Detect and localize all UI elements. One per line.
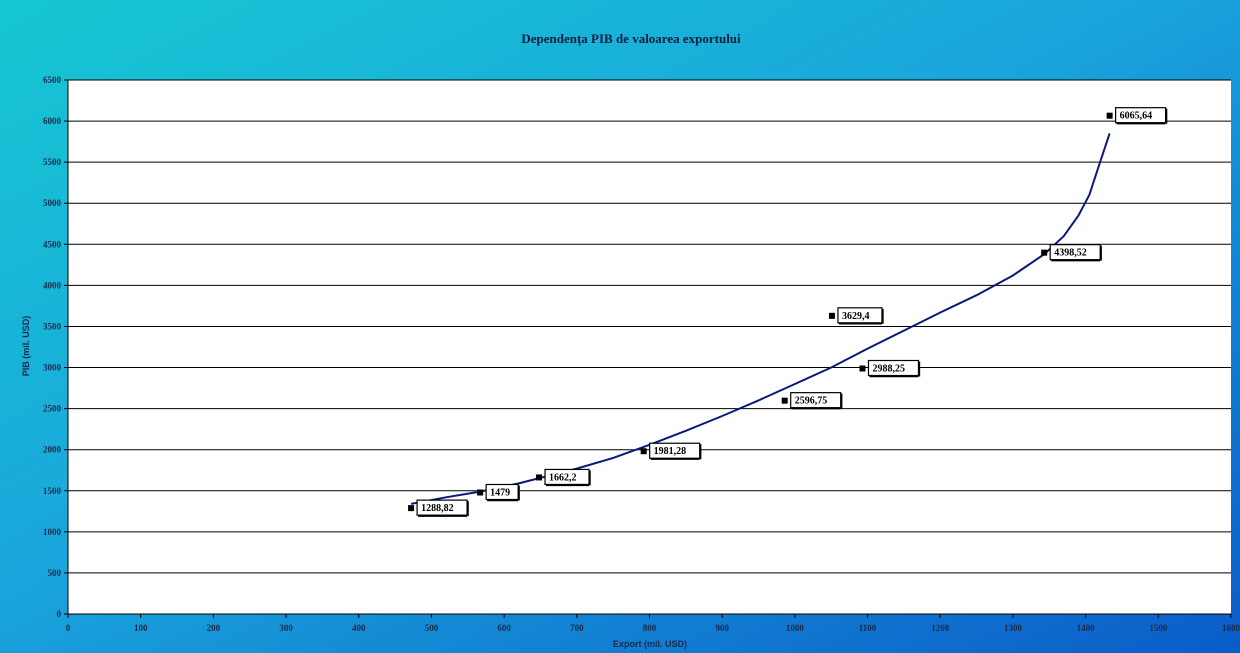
- y-tick-label: 1000: [43, 527, 62, 537]
- x-tick-label: 800: [643, 623, 657, 633]
- data-point-marker: [828, 312, 835, 319]
- x-tick-label: 500: [425, 623, 439, 633]
- data-label-box: [485, 483, 519, 501]
- data-point: 4398,52: [1041, 244, 1102, 262]
- data-label: 1479: [490, 487, 510, 498]
- data-point-marker: [640, 448, 647, 455]
- data-label: 2988,25: [872, 364, 905, 375]
- gridlines: [67, 79, 1231, 615]
- trendline: [410, 133, 1111, 505]
- x-tick-label: 100: [134, 623, 148, 633]
- data-point-marker: [477, 489, 484, 496]
- x-tick-label: 1500: [1149, 623, 1168, 633]
- x-tick-label: 1000: [786, 623, 805, 633]
- y-tick-label: 3500: [43, 321, 62, 331]
- data-point: 6065,64: [1106, 107, 1168, 125]
- data-points: 1288,82 1479 1662,2 1981,28 2596,75 3629,4 298…: [408, 107, 1168, 517]
- data-point-marker: [1041, 249, 1048, 256]
- data-point: 1662,2: [536, 468, 591, 487]
- x-tick-label: 900: [715, 623, 729, 633]
- y-tick-label: 2000: [43, 445, 62, 455]
- x-axis-ticks: 0 100 200 300 400 500 600 700 800 900 1000 1100 1200…: [66, 614, 1240, 633]
- data-point-marker: [536, 474, 543, 481]
- y-tick-label: 4500: [43, 239, 62, 249]
- y-tick-label: 5000: [43, 198, 62, 208]
- y-tick-label: 3000: [43, 363, 62, 373]
- data-point-marker: [859, 365, 866, 372]
- y-tick-label: 6500: [43, 75, 62, 85]
- data-label: 6065,64: [1120, 111, 1153, 122]
- x-axis-label: Export (mil. USD): [613, 639, 687, 649]
- x-tick-label: 400: [352, 623, 366, 633]
- chart-title: Dependența PIB de valoarea exportului: [521, 31, 741, 47]
- x-tick-label: 1200: [931, 623, 950, 633]
- x-tick-label: 1100: [859, 623, 877, 633]
- data-point: 2988,25: [859, 359, 921, 378]
- y-tick-label: 1500: [43, 486, 62, 496]
- data-point: 1981,28: [640, 442, 702, 460]
- x-tick-label: 0: [66, 623, 71, 633]
- y-tick-label: 0: [57, 609, 62, 619]
- x-tick-label: 300: [279, 623, 293, 633]
- data-label-box: [1115, 107, 1167, 124]
- data-label-box: [837, 307, 883, 324]
- data-label-box: [416, 499, 468, 516]
- data-label: 1288,82: [421, 503, 454, 514]
- x-tick-label: 600: [497, 623, 511, 633]
- data-point-marker: [1106, 112, 1113, 119]
- y-tick-label: 2500: [43, 404, 62, 414]
- y-axis-label: PIB (mil. USD): [21, 316, 31, 377]
- x-tick-label: 1600: [1222, 623, 1240, 633]
- data-point-marker: [781, 397, 788, 404]
- y-axis-ticks: 0 500 1000 1500 2000 2500 3000 3500 4000 4500 5000…: [43, 75, 68, 619]
- data-label: 1662,2: [549, 472, 577, 483]
- data-point: 2596,75: [781, 392, 843, 410]
- data-point: 3629,4: [828, 307, 884, 325]
- data-label-box: [1049, 244, 1101, 261]
- x-tick-label: 1300: [1004, 623, 1023, 633]
- x-tick-label: 1400: [1077, 623, 1096, 633]
- data-label-box: [544, 468, 590, 486]
- x-tick-label: 200: [207, 623, 221, 633]
- y-tick-label: 5500: [43, 157, 62, 167]
- x-tick-label: 700: [570, 623, 584, 633]
- plot-area: [68, 80, 1231, 614]
- data-point-marker: [408, 505, 415, 512]
- data-label-box: [790, 392, 842, 409]
- data-label-box: [867, 359, 920, 377]
- data-label: 2596,75: [795, 396, 828, 407]
- y-tick-label: 4000: [43, 280, 62, 290]
- data-point: 1479: [477, 483, 520, 502]
- y-tick-label: 6000: [43, 116, 62, 126]
- data-label-box: [649, 442, 701, 459]
- data-point: 1288,82: [408, 499, 469, 517]
- data-label: 4398,52: [1054, 248, 1087, 259]
- data-label: 1981,28: [654, 446, 687, 457]
- data-label: 3629,4: [842, 311, 870, 322]
- y-tick-label: 500: [48, 568, 62, 578]
